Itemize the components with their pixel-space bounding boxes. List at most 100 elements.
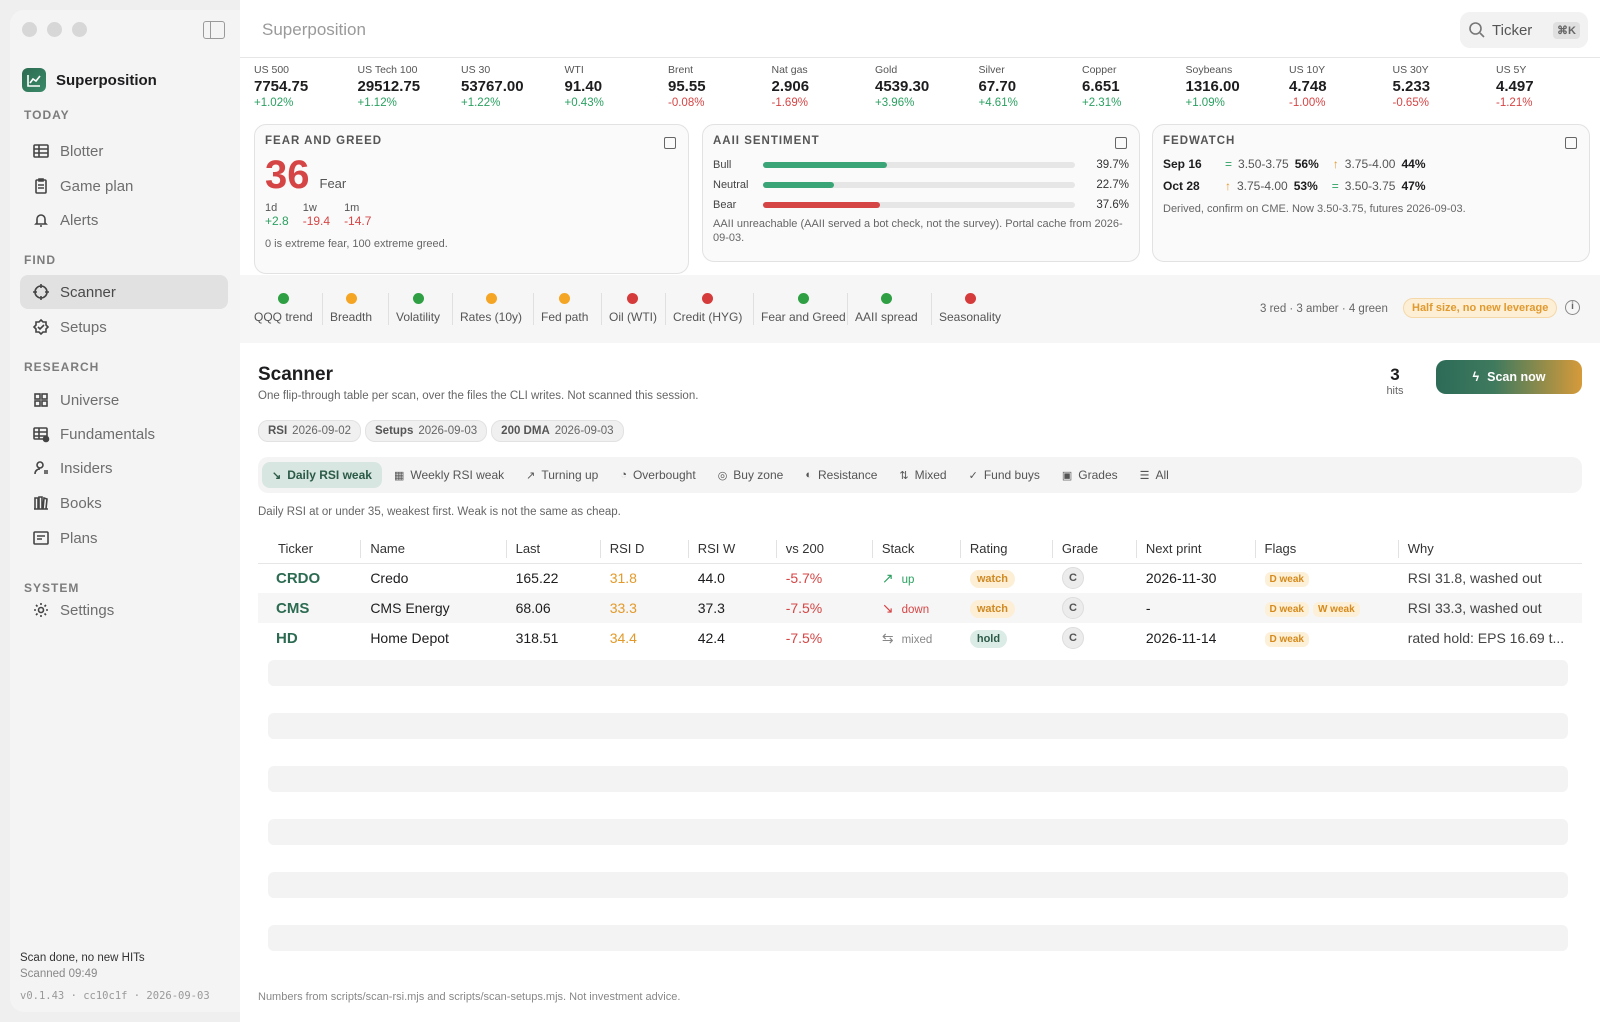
rate-range: 3.50-3.75: [1238, 157, 1289, 171]
table-row[interactable]: CRDO Credo 165.22 31.8 44.0 -5.7% ↗ up watch C 202…: [258, 563, 1582, 593]
ticker-cell[interactable]: CMS: [258, 593, 361, 623]
ticker-change: +2.31%: [1082, 97, 1122, 109]
minimize-window-button[interactable]: [47, 22, 62, 37]
tab-buy-zone[interactable]: ◎ Buy zone: [708, 462, 794, 488]
chip-date: 2026-09-03: [554, 425, 614, 437]
ticker-value: 6.651: [1082, 78, 1120, 95]
ticker-item[interactable]: Nat gas 2.906 -1.69%: [772, 64, 876, 109]
tab-turning-up[interactable]: ↗ Turning up: [516, 462, 608, 488]
column-header[interactable]: Why: [1397, 535, 1582, 564]
status-dot-icon: [964, 293, 976, 304]
column-header[interactable]: Last: [505, 535, 600, 564]
ticker-item[interactable]: US 500 7754.75 +1.02%: [254, 64, 358, 109]
scan-now-button[interactable]: ϟ Scan now: [1436, 360, 1582, 394]
ticker-value: 5.233: [1392, 78, 1431, 95]
divider: [665, 293, 666, 325]
ticker-item[interactable]: Silver 67.70 +4.61%: [979, 64, 1083, 109]
tab-overbought[interactable]: ◔ Overbought: [610, 462, 705, 488]
column-header[interactable]: Rating: [959, 535, 1052, 564]
column-header[interactable]: Next print: [1135, 535, 1255, 564]
tab-resistance[interactable]: ◐ Resistance: [795, 462, 887, 488]
tab-daily-rsi-weak[interactable]: ↘ Daily RSI weak: [262, 462, 382, 488]
ticker-item[interactable]: Copper 6.651 +2.31%: [1082, 64, 1186, 109]
ticker-item[interactable]: US 30 53767.00 +1.22%: [461, 64, 565, 109]
sidebar-item-setups[interactable]: Setups: [20, 310, 228, 344]
signal-breadth[interactable]: Breadth: [330, 293, 372, 324]
sidebar-item-plans[interactable]: Plans: [20, 521, 228, 555]
ticker-item[interactable]: Gold 4539.30 +3.96%: [875, 64, 979, 109]
rate-range: 3.75-4.00: [1344, 157, 1396, 171]
divider: [931, 293, 932, 325]
scan-description: Daily RSI at or under 35, weakest first.…: [258, 506, 621, 518]
name-cell: Credo: [370, 570, 409, 587]
column-header[interactable]: Flags: [1254, 535, 1398, 564]
ticker-value: 53767.00: [461, 78, 524, 95]
signal-fed-path[interactable]: Fed path: [541, 293, 588, 324]
ticker-name: US Tech 100: [357, 64, 418, 76]
column-header[interactable]: Ticker: [258, 535, 361, 564]
signal-oil-wti[interactable]: Oil (WTI): [609, 293, 657, 324]
ticker-item[interactable]: Soybeans 1316.00 +1.09%: [1186, 64, 1290, 109]
signal-rates-10y[interactable]: Rates (10y): [460, 293, 522, 324]
expand-icon[interactable]: [1115, 137, 1127, 149]
signal-fear-and-greed[interactable]: Fear and Greed: [761, 293, 846, 324]
books-icon: [34, 496, 48, 510]
ticker-item[interactable]: US Tech 100 29512.75 +1.12%: [358, 64, 462, 109]
sidebar-item-insiders[interactable]: Insiders: [20, 451, 228, 485]
search-shortcut: ⌘K: [1553, 21, 1580, 39]
aaii-bar-track: [763, 182, 1075, 188]
placeholder-row: [268, 660, 1568, 686]
fear-greed-title: FEAR AND GREED: [265, 135, 383, 147]
signal-aaii-spread[interactable]: AAII spread: [855, 293, 918, 324]
tab-label: Turning up: [541, 468, 599, 482]
aaii-row: Neutral 22.7%: [713, 175, 1129, 195]
ticker-item[interactable]: US 30Y 5.233 -0.65%: [1393, 64, 1497, 109]
ticker-item[interactable]: WTI 91.40 +0.43%: [565, 64, 669, 109]
column-header[interactable]: RSI W: [687, 535, 776, 564]
sidebar-item-alerts[interactable]: Alerts: [20, 203, 228, 237]
chip-key: RSI: [268, 425, 288, 437]
ticker-item[interactable]: Brent 95.55 -0.08%: [668, 64, 772, 109]
ticker-change: +1.12%: [357, 97, 397, 109]
sidebar-item-fundamentals[interactable]: Fundamentals: [20, 417, 228, 451]
ticker-item[interactable]: US 5Y 4.497 -1.21%: [1496, 64, 1600, 109]
tab-fund-buys[interactable]: ✓ Fund buys: [959, 462, 1050, 488]
info-icon[interactable]: i: [1565, 300, 1580, 315]
sidebar-item-books[interactable]: Books: [20, 486, 228, 520]
scan-tabs: ↘ Daily RSI weak ▦ Weekly RSI weak ↗ Turning …: [258, 457, 1582, 493]
ticker-name: Gold: [875, 64, 898, 76]
sidebar-item-settings[interactable]: Settings: [20, 593, 228, 627]
aaii-note: AAII unreachable (AAII served a bot chec…: [713, 218, 1123, 245]
ticker-item[interactable]: US 10Y 4.748 -1.00%: [1289, 64, 1393, 109]
table-row[interactable]: CMS CMS Energy 68.06 33.3 37.3 -7.5% ↘ down watc…: [258, 593, 1582, 623]
signal-volatility[interactable]: Volatility: [396, 293, 440, 324]
ticker-cell[interactable]: CRDO: [276, 569, 321, 587]
column-header[interactable]: Grade: [1051, 535, 1136, 564]
signal-qqq-trend[interactable]: QQQ trend: [254, 293, 313, 324]
tab-mixed[interactable]: ⇅ Mixed: [889, 462, 956, 488]
close-window-button[interactable]: [22, 22, 37, 37]
tab-grades[interactable]: ▣ Grades: [1052, 462, 1128, 488]
bell-icon: [34, 214, 48, 227]
column-header[interactable]: vs 200: [775, 535, 872, 564]
ticker-search[interactable]: Ticker ⌘K: [1460, 12, 1588, 48]
sidebar-item-universe[interactable]: Universe: [20, 383, 228, 417]
expand-icon[interactable]: [1565, 137, 1577, 149]
column-header[interactable]: RSI D: [599, 535, 688, 564]
zoom-window-button[interactable]: [72, 22, 87, 37]
tab-all[interactable]: ☰ All: [1130, 462, 1179, 488]
tab-weekly-rsi-weak[interactable]: ▦ Weekly RSI weak: [384, 462, 514, 488]
expand-icon[interactable]: [664, 137, 676, 149]
sidebar-toggle-icon[interactable]: [203, 21, 225, 39]
sidebar-item-game-plan[interactable]: Game plan: [20, 169, 228, 203]
ticker-cell[interactable]: HD: [276, 629, 298, 647]
sidebar-item-blotter[interactable]: Blotter: [20, 134, 228, 168]
rsi-w-cell: 42.4: [697, 630, 725, 646]
signal-seasonality[interactable]: Seasonality: [939, 293, 1001, 324]
table-row[interactable]: HD Home Depot 318.51 34.4 42.4 -7.5% ⇆ mixed hol…: [258, 623, 1582, 653]
period-change: +2.8: [265, 214, 289, 228]
sidebar-item-scanner[interactable]: Scanner: [20, 275, 228, 309]
column-header[interactable]: Name: [360, 535, 506, 564]
signal-credit-hyg[interactable]: Credit (HYG): [673, 293, 742, 324]
column-header[interactable]: Stack: [871, 535, 960, 564]
